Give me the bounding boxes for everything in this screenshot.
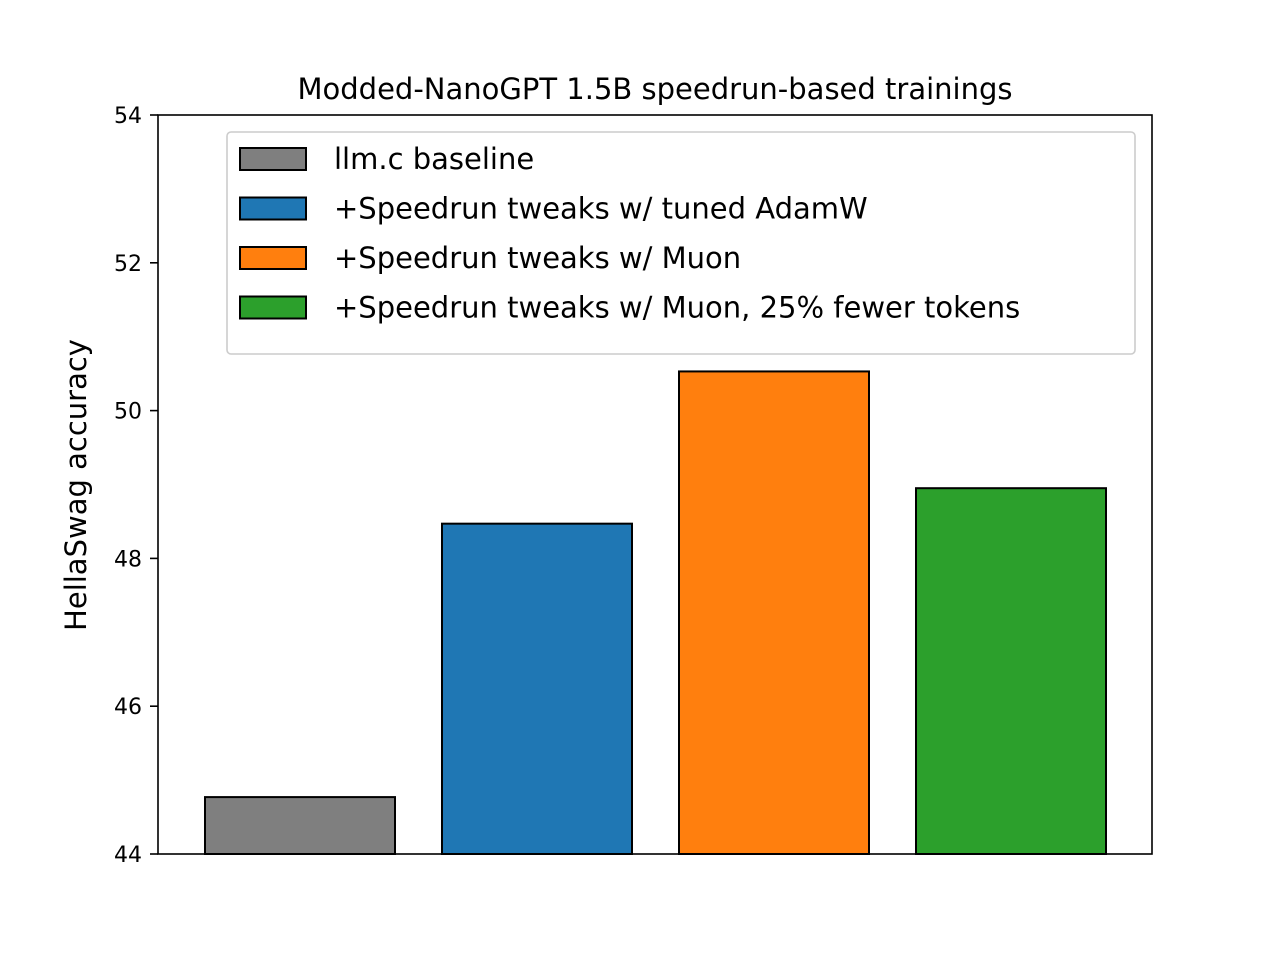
legend-label-4: +Speedrun tweaks w/ Muon, 25% fewer toke… (334, 291, 1020, 325)
y-axis-label: HellaSwag accuracy (59, 339, 93, 631)
legend-swatch-2 (239, 196, 307, 221)
plot-frame (157, 114, 1153, 855)
bar-4 (915, 487, 1107, 855)
y-tick-label-50: 50 (114, 400, 142, 425)
legend-label-2: +Speedrun tweaks w/ tuned AdamW (334, 192, 868, 226)
chart-title: Modded-NanoGPT 1.5B speedrun-based train… (298, 72, 1013, 106)
bars-layer (204, 370, 1107, 855)
legend-label-3: +Speedrun tweaks w/ Muon (334, 241, 741, 275)
legend: llm.c baseline +Speedrun tweaks w/ tuned … (226, 131, 1136, 355)
y-tick-label-48: 48 (114, 547, 142, 572)
legend-frame (226, 131, 1136, 355)
bar-3 (678, 370, 870, 855)
bar-2 (441, 522, 633, 855)
y-tick-label-44: 44 (114, 843, 142, 868)
y-tick-label-54: 54 (114, 104, 142, 129)
legend-label-1: llm.c baseline (334, 142, 534, 176)
y-tick-label-52: 52 (114, 252, 142, 277)
y-tick-label-46: 46 (114, 695, 142, 720)
axes-layer: 44 46 48 50 52 54 (114, 104, 1153, 868)
legend-swatch-1 (239, 147, 307, 171)
legend-swatch-4 (239, 295, 307, 320)
bar-1 (204, 796, 396, 855)
legend-swatch-3 (239, 246, 307, 270)
